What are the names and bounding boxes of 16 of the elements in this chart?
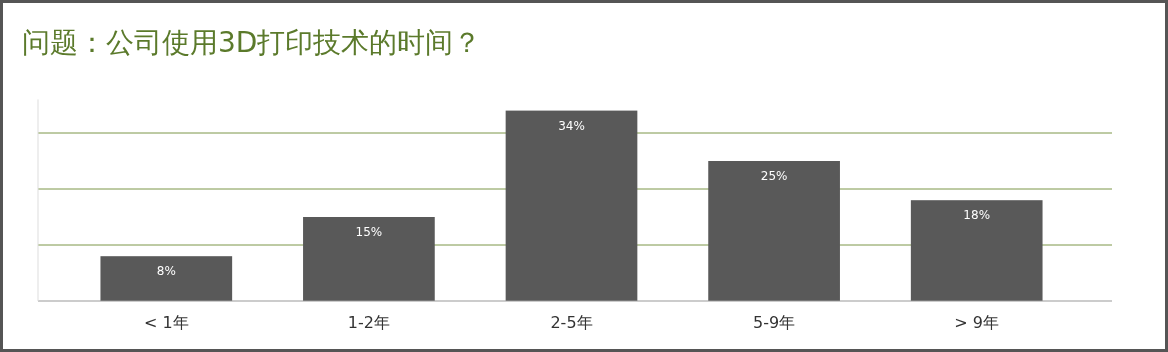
- bar: [100, 256, 233, 301]
- data-label: 25%: [760, 169, 788, 183]
- x-tick-label: > 9年: [954, 313, 1000, 332]
- data-label: 34%: [558, 118, 585, 133]
- x-tick-label: 2-5年: [550, 313, 593, 332]
- data-label: 8%: [156, 264, 176, 279]
- chart-title: 问题：公司使用3D打印技术的时间？: [22, 26, 482, 59]
- bar: [708, 161, 840, 301]
- bar: [505, 110, 638, 301]
- x-tick-label: 1-2年: [347, 313, 390, 332]
- x-tick-label: 5-9年: [753, 313, 796, 332]
- data-label: 15%: [355, 225, 383, 239]
- bar: [303, 217, 435, 301]
- data-label: 18%: [963, 208, 991, 223]
- x-tick-label: < 1年: [143, 313, 189, 332]
- bar: [910, 200, 1043, 301]
